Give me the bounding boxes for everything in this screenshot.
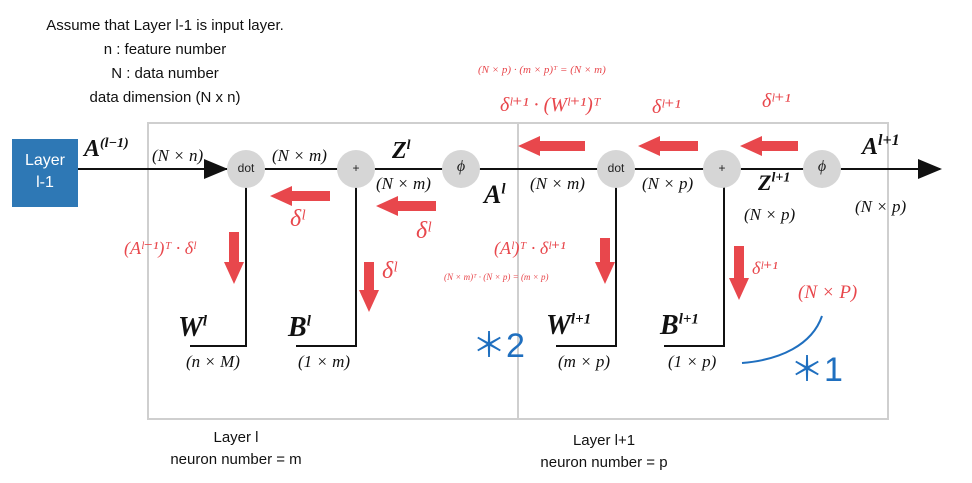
back-arrow-2	[638, 136, 698, 156]
dim-zl: (N × m)	[376, 174, 431, 193]
dot-node-2	[597, 150, 635, 188]
b-l-line	[296, 185, 357, 347]
delta-next-2: δˡ⁺¹	[762, 90, 791, 112]
dot-node-1-label: dot	[237, 161, 255, 175]
delta-next-3: δˡ⁺¹	[752, 258, 778, 278]
dim-bl: (1 × m)	[298, 352, 351, 371]
plus-node-1-label: +	[352, 161, 360, 175]
phi-node-1-label: ϕ	[456, 158, 466, 175]
back-arrow-1	[518, 136, 585, 156]
b-next-label: Bl+1	[660, 310, 699, 341]
delta-w-next-label: δˡ⁺¹ · (Wˡ⁺¹)ᵀ	[500, 94, 601, 116]
layer-l-caption-line-2: neuron number = m	[170, 451, 302, 468]
down-arrow-3	[595, 238, 615, 284]
down-arrow-1	[224, 232, 244, 284]
dim-wnext: (m × p)	[558, 352, 611, 371]
down-arrow-4	[729, 246, 749, 300]
a-next-label: Al+1	[862, 132, 900, 160]
note-line-3: N : data number	[111, 65, 219, 82]
plus-node-2-label: +	[718, 161, 726, 175]
layer-l-caption: Layer l neuron number = m	[126, 427, 346, 471]
grad-wnext-equation: (N × m)ᵀ · (N × p) = (m × p)	[444, 272, 549, 282]
input-layer-box: Layer l-1	[12, 139, 78, 207]
w-l-label: Wl	[178, 312, 208, 343]
z-next-label: Zl+1	[758, 170, 791, 195]
layer-next-caption: Layer l+1 neuron number = p	[494, 430, 714, 474]
dim-znext: (N × p)	[744, 205, 796, 224]
dim-nn: (N × n)	[152, 146, 204, 165]
layer-l-caption-line-1: Layer l	[213, 429, 259, 446]
dim-np-1: (N × p)	[642, 174, 694, 193]
phi-node-2	[803, 150, 841, 188]
mark-1: ＊1	[790, 351, 843, 389]
mark-2: ＊2	[472, 327, 525, 365]
plus-node-2	[703, 150, 741, 188]
plus-node-1	[337, 150, 375, 188]
blue-curve	[741, 315, 823, 364]
w-l-line	[190, 185, 247, 347]
top-equation: (N × p) · (m × p)ᵀ = (N × m)	[478, 64, 606, 76]
backward-arrows	[224, 136, 798, 312]
delta-next-1: δˡ⁺¹	[652, 96, 681, 118]
dot-node-1	[227, 150, 265, 188]
w-next-label: Wl+1	[546, 310, 592, 341]
input-layer-line-2: l-1	[36, 174, 54, 191]
dim-nm-1: (N × m)	[272, 146, 327, 165]
z-l-label: Zl	[392, 138, 411, 164]
b-next-line	[664, 185, 725, 347]
down-arrow-2	[359, 262, 379, 312]
layer-next-caption-line-1: Layer l+1	[572, 432, 636, 449]
note-line-4: data dimension (N x n)	[89, 89, 241, 106]
a-prev-label: A(l−1)	[84, 136, 129, 162]
delta-l-1: δˡ	[290, 206, 305, 232]
w-next-line	[556, 185, 617, 347]
back-arrow-5	[376, 196, 436, 216]
dim-wl: (n × M)	[186, 352, 240, 371]
delta-l-2: δˡ	[416, 218, 431, 244]
dim-nm-2: (N × m)	[530, 174, 585, 193]
dot-node-2-label: dot	[607, 161, 625, 175]
input-layer-line-1: Layer	[24, 152, 66, 169]
phi-node-1	[442, 150, 480, 188]
layer-next-frame	[517, 122, 889, 420]
back-arrow-3	[740, 136, 798, 156]
delta-l-3: δˡ	[382, 258, 397, 284]
phi-node-2-label: ϕ	[817, 158, 827, 175]
b-l-label: Bl	[288, 312, 311, 343]
grad-wl-label: (Aˡ⁻¹)ᵀ · δˡ	[124, 238, 196, 258]
back-arrow-4	[270, 186, 330, 206]
dim-bnext: (1 × p)	[668, 352, 717, 371]
layer-next-caption-line-2: neuron number = p	[540, 454, 668, 471]
dim-anext: (N × p)	[855, 197, 907, 216]
np-label: (N × P)	[798, 282, 858, 303]
note-line-2: n : feature number	[103, 41, 227, 58]
grad-wnext-label: (Aˡ)ᵀ · δˡ⁺¹	[494, 238, 566, 258]
note-line-1: Assume that Layer l-1 is input layer.	[46, 17, 284, 34]
a-l-label: Al	[484, 180, 506, 209]
